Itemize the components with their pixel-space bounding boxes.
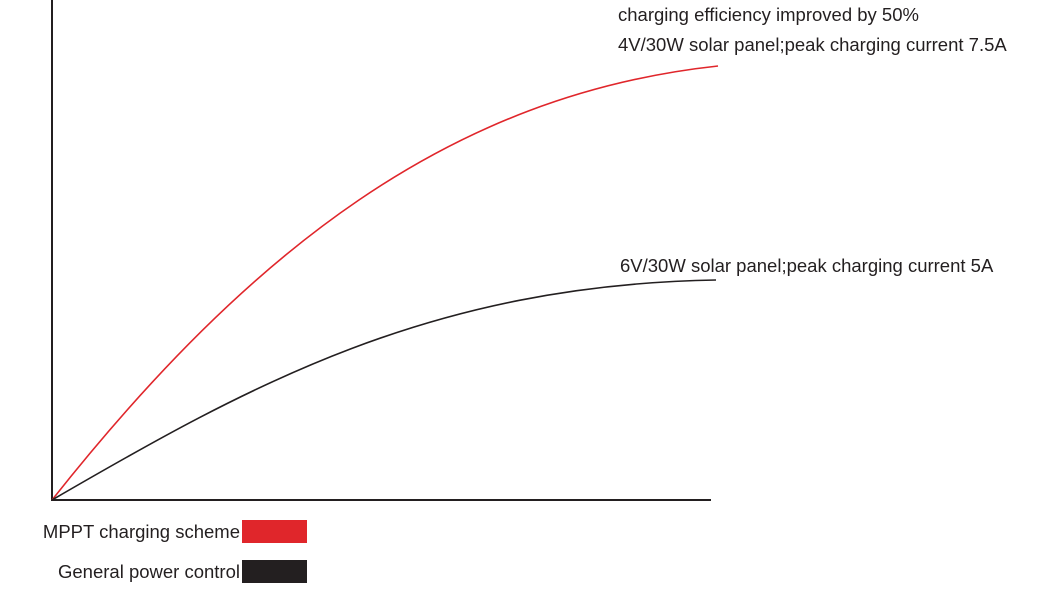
legend-label: General power control — [58, 561, 240, 582]
annotation: 6V/30W solar panel;peak charging current… — [620, 255, 994, 276]
annotation: charging efficiency improved by 50% — [618, 4, 919, 25]
annotation: 4V/30W solar panel;peak charging current… — [618, 34, 1007, 55]
mppt-curve — [51, 65, 719, 501]
legend-label: MPPT charging scheme — [43, 521, 240, 542]
legend-swatch — [242, 560, 307, 583]
legend-swatch — [242, 520, 307, 543]
general-curve — [51, 279, 717, 501]
